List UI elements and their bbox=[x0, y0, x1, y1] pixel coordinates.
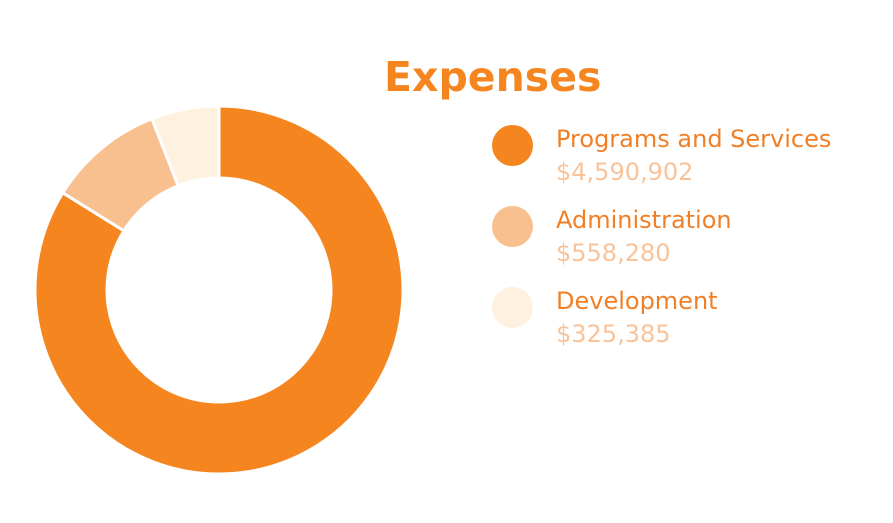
legend-value-development: $325,385 bbox=[556, 320, 671, 348]
chart-title: Expenses bbox=[384, 53, 602, 101]
legend-label-administration: Administration bbox=[556, 206, 732, 234]
legend-swatch-programs-and-services bbox=[492, 125, 533, 166]
legend-label-development: Development bbox=[556, 287, 718, 315]
legend-swatch-development bbox=[492, 287, 533, 328]
legend-label-programs-and-services: Programs and Services bbox=[556, 125, 832, 153]
donut-slice-development bbox=[149, 104, 221, 188]
legend-value-administration: $558,280 bbox=[556, 239, 671, 267]
legend-value-programs-and-services: $4,590,902 bbox=[556, 158, 694, 186]
legend-swatch-administration bbox=[492, 206, 533, 247]
donut-slice-programs-and-services bbox=[33, 104, 405, 476]
